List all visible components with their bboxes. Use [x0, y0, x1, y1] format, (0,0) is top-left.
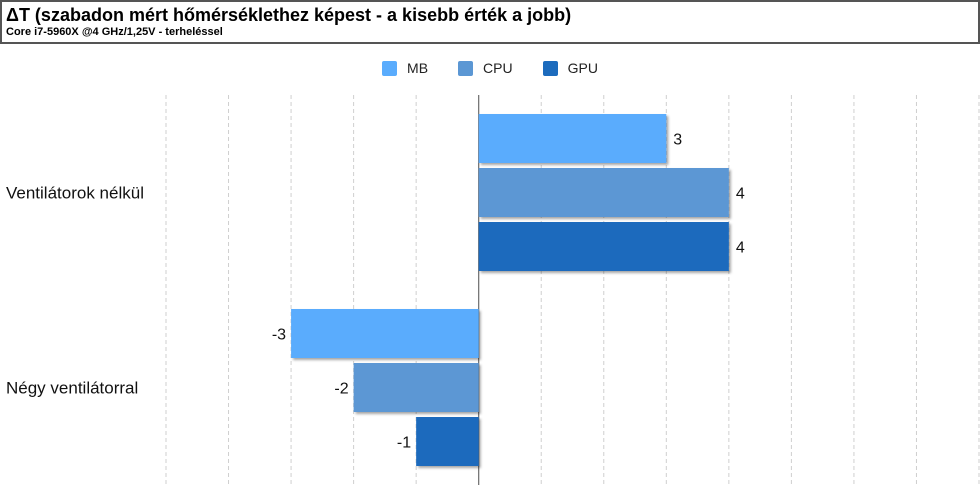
legend-item-cpu: CPU [458, 60, 513, 76]
legend-swatch-mb [382, 60, 398, 76]
bar-gpu-0 [478, 222, 729, 271]
chart-title: ΔT (szabadon mért hőmérséklethez képest … [6, 5, 572, 25]
category-label-1: Négy ventilátorral [6, 379, 138, 398]
legend-label-gpu: GPU [567, 60, 598, 76]
bar-mb-1 [291, 309, 479, 358]
chart-legend: MB CPU GPU [0, 56, 980, 80]
chart-subtitle: Core i7-5960X @4 GHz/1,25V - terheléssel [6, 26, 223, 38]
legend-swatch-gpu [542, 60, 558, 76]
bar-cpu-1 [353, 363, 479, 412]
data-label-mb-1: -3 [272, 327, 286, 344]
legend-label-mb: MB [407, 60, 429, 76]
legend-swatch-cpu [458, 60, 474, 76]
data-label-cpu-0: 4 [736, 186, 745, 203]
category-label-0: Ventilátorok nélkül [6, 184, 144, 203]
bar-mb-0 [478, 114, 667, 163]
legend-label-cpu: CPU [483, 60, 513, 76]
category-labels: Ventilátorok nélkül Négy ventilátorral [6, 184, 144, 398]
chart-header: ΔT (szabadon mért hőmérséklethez képest … [0, 0, 980, 44]
bar-cpu-0 [478, 168, 729, 217]
data-labels: 3 4 4 -3 -2 -1 [272, 132, 745, 452]
bar-gpu-1 [416, 417, 479, 466]
data-label-cpu-1: -2 [334, 381, 348, 398]
legend-item-gpu: GPU [542, 60, 598, 76]
bars [291, 114, 729, 466]
data-label-gpu-0: 4 [736, 240, 745, 257]
data-label-gpu-1: -1 [397, 435, 411, 452]
legend-item-mb: MB [382, 60, 428, 76]
data-label-mb-0: 3 [673, 132, 682, 149]
